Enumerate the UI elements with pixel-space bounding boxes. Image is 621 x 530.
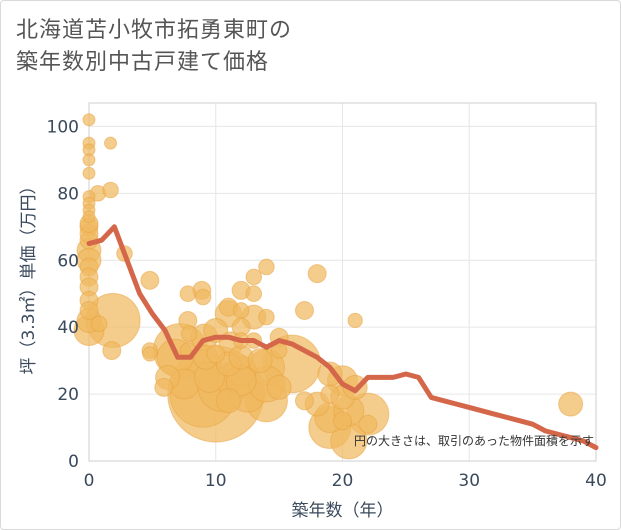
bubble-point xyxy=(294,391,314,411)
y-tick-label: 60 xyxy=(57,251,79,271)
y-tick-label: 100 xyxy=(47,117,79,137)
bubble-point xyxy=(206,344,226,364)
y-tick-label: 80 xyxy=(57,184,79,204)
bubble-point xyxy=(102,341,122,361)
bubble-point xyxy=(320,384,340,404)
bubble-point xyxy=(358,414,378,434)
bubble-point xyxy=(558,391,584,417)
bubble-series xyxy=(73,113,584,460)
bubble-point xyxy=(180,325,198,343)
bubble-point xyxy=(215,388,241,414)
x-tick-label: 20 xyxy=(332,471,354,491)
y-tick-label: 0 xyxy=(68,452,79,472)
bubble-point xyxy=(294,300,314,320)
bubble-size-note: 円の大きさは、取引のあった物件面積を示す xyxy=(354,433,594,448)
x-tick-label: 40 xyxy=(585,471,607,491)
y-axis-label: 坪（3.3㎡）単価（万円） xyxy=(19,177,39,374)
bubble-point xyxy=(102,181,119,199)
x-axis-label: 築年数（年） xyxy=(292,501,394,521)
bubble-point xyxy=(104,136,118,150)
bubble-point xyxy=(258,258,275,276)
x-tick-label: 10 xyxy=(205,471,227,491)
chart-title: 北海道苫小牧市拓勇東町の 築年数別中古戸建て価格 xyxy=(16,15,292,79)
bubble-point xyxy=(194,288,212,306)
bubble-point xyxy=(179,285,197,303)
bubble-point xyxy=(245,268,263,286)
bubble-point xyxy=(142,346,158,362)
bubble-point xyxy=(232,302,250,319)
bubble-point xyxy=(79,300,99,320)
bubble-point xyxy=(140,270,160,290)
trend-line xyxy=(86,224,599,451)
bubble-point xyxy=(82,210,96,224)
x-tick-label: 0 xyxy=(84,471,95,491)
bubble-point xyxy=(247,348,273,374)
bubble-point xyxy=(82,153,96,167)
trend-series xyxy=(86,224,599,451)
bubble-point xyxy=(90,315,108,333)
bubble-point xyxy=(347,312,363,329)
bubble-point xyxy=(333,411,352,431)
y-tick-label: 20 xyxy=(57,385,79,405)
bubble-point xyxy=(154,377,174,397)
bubble-point xyxy=(266,374,292,400)
y-tick-label: 40 xyxy=(57,318,79,338)
bubble-point xyxy=(82,166,96,180)
bubble-point xyxy=(245,285,263,303)
axis-ticks: 0 10 20 30 40 0 20 40 60 80 100 xyxy=(47,117,607,491)
bubble-point xyxy=(82,113,96,127)
chart-title-line-2: 築年数別中古戸建て価格 xyxy=(16,50,270,75)
chart-title-line-1: 北海道苫小牧市拓勇東町の xyxy=(16,18,293,43)
bubble-point xyxy=(307,264,327,284)
bubble-point xyxy=(258,308,275,326)
x-tick-label: 30 xyxy=(458,471,480,491)
